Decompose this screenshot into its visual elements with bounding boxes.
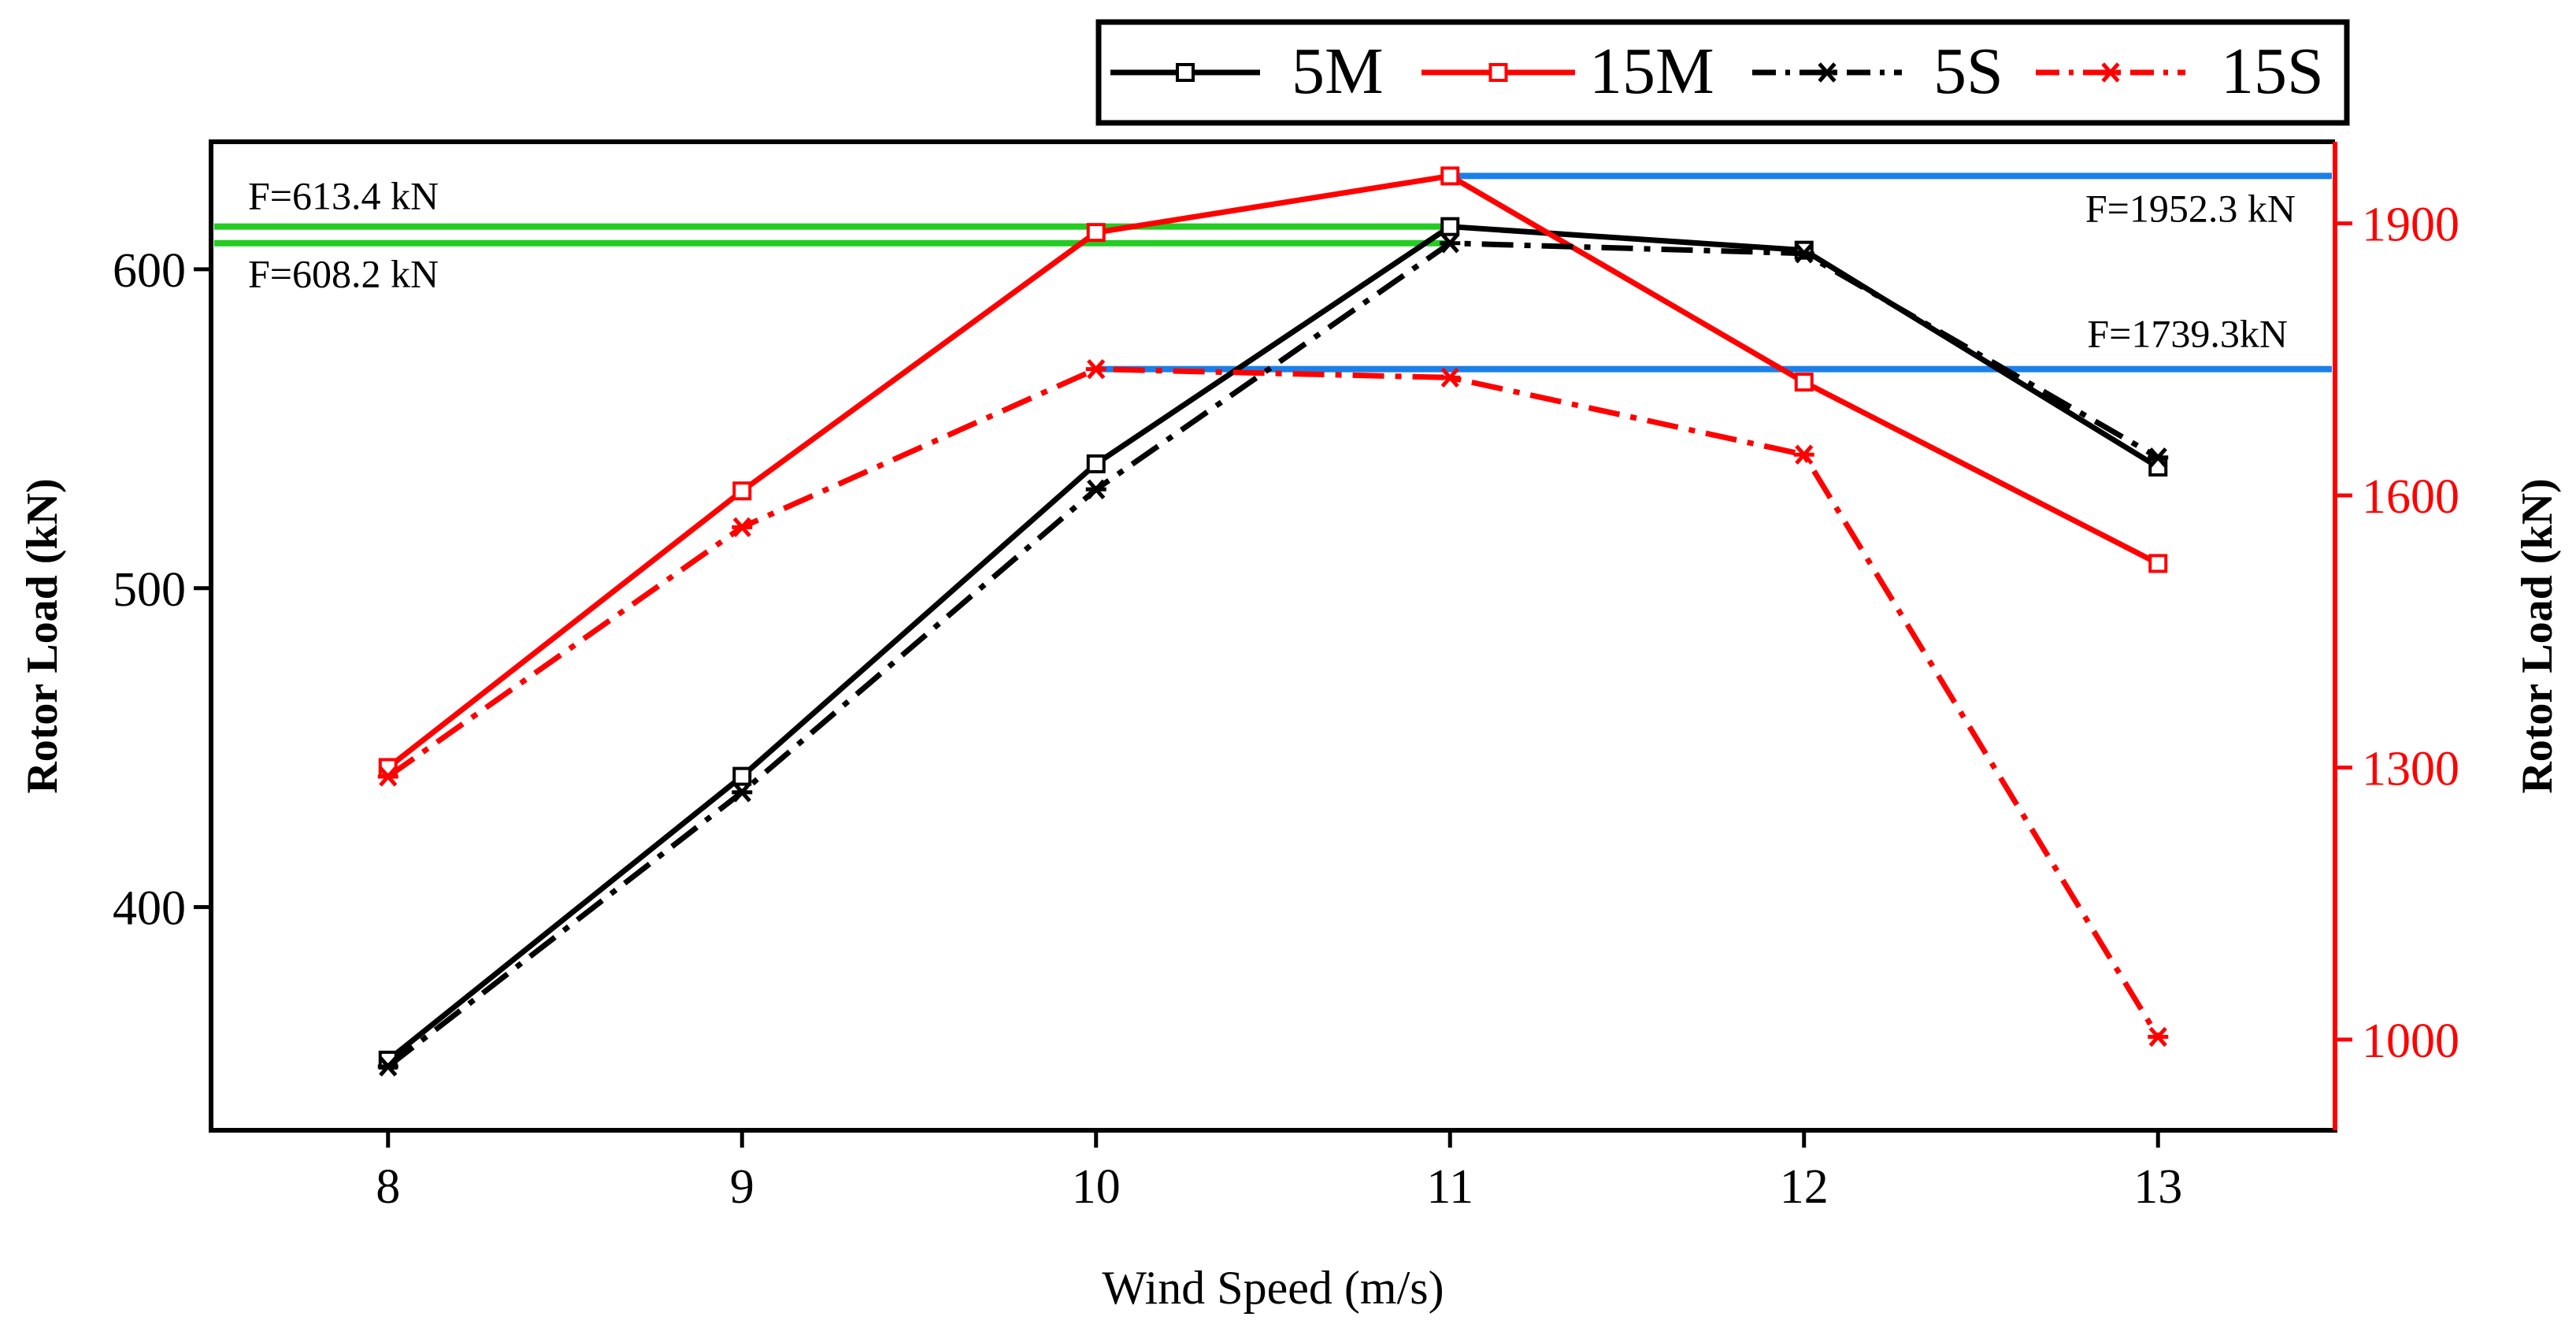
legend-marker-5M <box>1176 63 1195 82</box>
legend-item-15M: 15M <box>1421 35 1714 108</box>
point-5S-12 <box>1793 243 1814 264</box>
legend-label-5S: 5S <box>1933 35 2003 108</box>
point-15S-8 <box>377 766 398 787</box>
series-line-15M <box>386 172 2159 770</box>
y-right-tick-label-1900: 1900 <box>2362 198 2459 252</box>
reference-label-1: F=608.2 kN <box>248 252 439 296</box>
series-line-15S <box>386 366 2161 1039</box>
point-15M-11 <box>1440 166 1460 186</box>
point-15S-10 <box>1085 358 1106 380</box>
y-right-axis-title: Rotor Load (kN) <box>2513 478 2562 793</box>
point-5S-13 <box>2148 447 2169 468</box>
legend-label-5M: 5M <box>1292 35 1384 108</box>
y-left-tick-label-600: 600 <box>113 244 186 298</box>
x-tick-label-13: 13 <box>2133 1160 2182 1214</box>
reference-label-3: F=1739.3kN <box>2087 312 2288 356</box>
series-line-5M <box>386 224 2160 1063</box>
y-right-tick-label-1600: 1600 <box>2362 470 2459 524</box>
y-left-tick-label-400: 400 <box>113 882 186 936</box>
legend-item-15S: 15S <box>2036 35 2324 108</box>
series-15M <box>378 166 2168 777</box>
y-right-tick-label-1300: 1300 <box>2362 742 2459 796</box>
x-axis-title: Wind Speed (m/s) <box>1102 1262 1444 1314</box>
legend-label-15M: 15M <box>1589 35 1714 108</box>
point-5S-9 <box>732 782 753 803</box>
point-5S-11 <box>1440 233 1461 254</box>
x-tick-label-11: 11 <box>1426 1160 1473 1214</box>
legend-label-15S: 15S <box>2221 35 2324 108</box>
point-5M-11 <box>1440 217 1460 236</box>
series-line-5S <box>386 240 2159 1069</box>
point-5S-8 <box>377 1056 398 1077</box>
data-series <box>377 166 2169 1077</box>
legend-marker-5S <box>1817 62 1837 83</box>
legend-marker-15M <box>1488 63 1508 82</box>
point-15M-12 <box>1794 373 1814 392</box>
point-15S-13 <box>2148 1026 2169 1048</box>
point-5M-9 <box>732 766 752 786</box>
x-tick-label-10: 10 <box>1072 1160 1121 1214</box>
reference-lines: F=613.4 kN F=608.2 kN F=1952.3 kN F=1739.3k… <box>214 172 2332 373</box>
x-tick-label-9: 9 <box>730 1160 754 1214</box>
series-15S <box>377 358 2169 1048</box>
point-15M-9 <box>732 481 752 501</box>
y-left-axis-title: Rotor Load (kN) <box>18 478 67 793</box>
legend: 5M 15M 5S 15S <box>1095 19 2350 126</box>
y-left-tick-label-500: 500 <box>113 563 186 617</box>
legend-item-5M: 5M <box>1110 35 1384 108</box>
legend-item-5S: 5S <box>1752 35 2003 108</box>
point-15S-12 <box>1793 444 1814 465</box>
axes: 8 9 10 11 12 13 400 500 600 1000 1300 1600 1900 Wind … <box>18 139 2562 1314</box>
x-tick-label-12: 12 <box>1780 1160 1829 1214</box>
series-5M <box>378 217 2168 1070</box>
point-5M-10 <box>1086 454 1106 473</box>
legend-box <box>1095 19 2350 126</box>
series-5S <box>377 233 2169 1077</box>
point-15M-10 <box>1086 223 1106 243</box>
y-right-tick-label-1000: 1000 <box>2362 1014 2459 1068</box>
point-5S-10 <box>1085 479 1106 499</box>
point-15S-9 <box>732 517 753 538</box>
reference-label-2: F=1952.3 kN <box>2085 186 2296 230</box>
x-tick-label-8: 8 <box>376 1160 400 1214</box>
legend-marker-15S <box>2100 62 2121 83</box>
point-15M-13 <box>2148 554 2168 573</box>
point-15S-11 <box>1440 367 1461 388</box>
reference-label-0: F=613.4 kN <box>248 174 439 218</box>
